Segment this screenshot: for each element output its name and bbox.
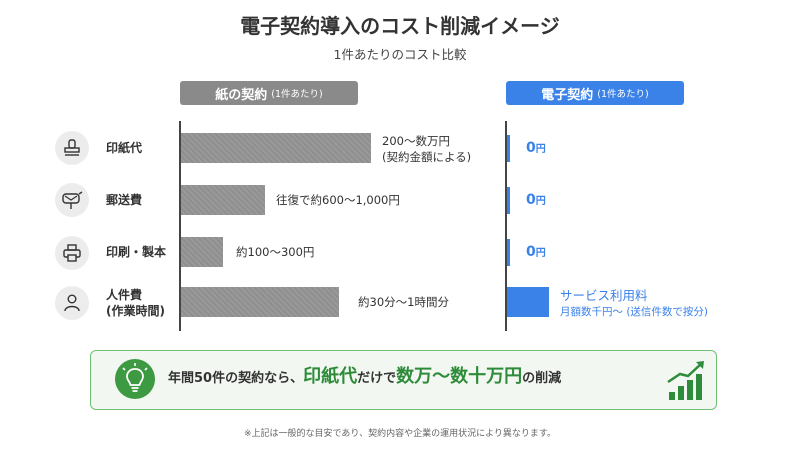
stamp-icon xyxy=(55,131,89,165)
electronic-value-stamp-duty: 0 xyxy=(526,140,536,156)
page-title: 電子契約導入のコスト削減イメージ xyxy=(240,14,560,38)
paper-label-stamp-duty: 200〜数万円 (契約金額による) xyxy=(382,133,471,165)
category-printing: 印刷・製本 xyxy=(106,245,167,259)
paper-label-stamp-duty-line2: (契約金額による) xyxy=(382,150,472,164)
banner-part2: 印紙代 xyxy=(303,366,358,387)
electronic-label-postage: 0円 xyxy=(526,192,546,208)
category-labor-line1: 人件費 xyxy=(106,288,143,302)
banner-part4: 数万〜数十万円 xyxy=(396,366,523,387)
paper-header-note: (1件あたり) xyxy=(271,89,323,100)
paper-label-printing: 約100〜300円 xyxy=(236,245,315,259)
paper-bar-postage xyxy=(181,185,265,215)
savings-banner xyxy=(90,350,717,410)
electronic-bar-labor xyxy=(507,287,549,317)
electronic-label-labor-line1: サービス利用料 xyxy=(560,288,648,303)
electronic-label-printing: 0円 xyxy=(526,244,546,260)
banner-part1: 年間50件の契約なら、 xyxy=(168,371,304,386)
electronic-unit-printing: 円 xyxy=(535,248,546,259)
paper-bar-printing xyxy=(181,237,223,267)
electronic-bar-printing xyxy=(507,239,510,266)
electronic-header-label: 電子契約 xyxy=(541,87,594,103)
electronic-contract-header: 電子契約 (1件あたり) xyxy=(506,81,684,105)
category-labor: 人件費 (作業時間) xyxy=(106,287,165,319)
electronic-axis-line xyxy=(505,121,507,331)
electronic-label-labor-line2: 月額数千円〜 (送信件数で按分) xyxy=(560,306,709,318)
paper-header-label: 紙の契約 xyxy=(215,87,268,103)
electronic-unit-stamp-duty: 円 xyxy=(535,144,546,155)
electronic-unit-postage: 円 xyxy=(535,196,546,207)
footnote: ※上記は一般的な目安であり、契約内容や企業の運用状況により異なります。 xyxy=(243,429,556,439)
electronic-value-printing: 0 xyxy=(526,244,536,260)
electronic-header-note: (1件あたり) xyxy=(597,89,649,100)
growth-chart-icon xyxy=(666,358,708,402)
page-subtitle: 1件あたりのコスト比較 xyxy=(333,47,467,62)
paper-bar-stamp-duty xyxy=(181,133,371,163)
paper-label-stamp-duty-line1: 200〜数万円 xyxy=(382,134,450,148)
electronic-bar-postage xyxy=(507,187,510,214)
banner-part5: の削減 xyxy=(522,371,562,386)
mailbox-icon xyxy=(55,183,89,217)
lightbulb-icon xyxy=(115,359,155,399)
printer-icon xyxy=(55,236,89,270)
banner-part3: だけで xyxy=(357,371,397,386)
paper-bar-labor xyxy=(181,287,339,317)
category-postage: 郵送費 xyxy=(106,193,143,207)
person-icon xyxy=(55,286,89,320)
paper-axis-line xyxy=(179,121,181,331)
paper-label-postage: 往復で約600〜1,000円 xyxy=(276,193,400,207)
paper-contract-header: 紙の契約 (1件あたり) xyxy=(180,81,358,105)
electronic-value-postage: 0 xyxy=(526,192,536,208)
category-labor-line2: (作業時間) xyxy=(106,304,165,318)
banner-message: 年間50件の契約なら、 印紙代 だけで 数万〜数十万円 の削減 xyxy=(168,362,668,396)
paper-label-labor: 約30分〜1時間分 xyxy=(358,295,449,309)
electronic-label-labor: サービス利用料 月額数千円〜 (送信件数で按分) xyxy=(560,287,760,321)
electronic-bar-stamp-duty xyxy=(507,135,510,162)
electronic-label-stamp-duty: 0円 xyxy=(526,140,546,156)
category-stamp-duty: 印紙代 xyxy=(106,141,143,155)
